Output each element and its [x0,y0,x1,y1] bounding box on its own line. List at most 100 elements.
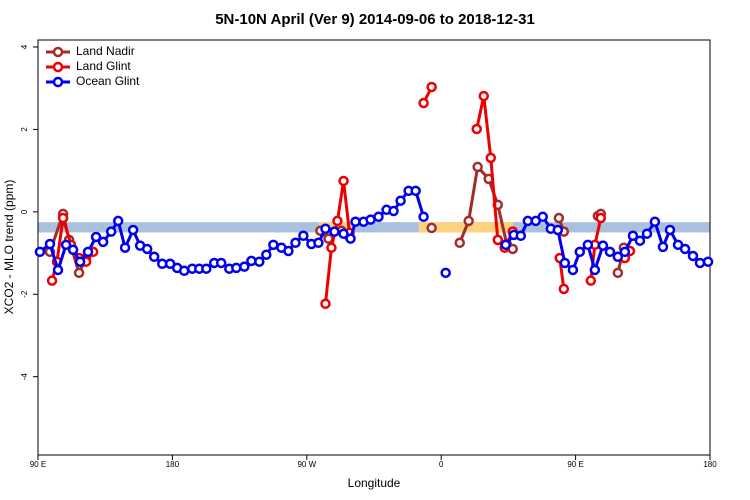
data-point [46,275,58,286]
data-point [585,275,597,286]
data-point [215,257,227,269]
data-point [73,267,85,279]
data-point [595,212,607,224]
data-point [178,265,190,277]
data-point [612,267,624,279]
y-tick-label: 0 [20,209,29,214]
y-axis-label: XCO2 - MLO trend (ppm) [2,180,16,315]
data-point [141,243,153,255]
data-point [679,243,691,255]
data-point [604,246,616,258]
data-point [582,239,594,251]
data-point [612,251,624,263]
legend-label: Ocean Glint [76,74,140,88]
data-point [426,222,437,234]
data-point [597,240,609,251]
data-point [463,215,474,227]
legend-marker [52,76,64,88]
data-point [345,233,356,244]
data-point [426,81,437,93]
data-point [649,216,661,227]
data-point [559,257,571,269]
x-tick-label: 180 [703,460,717,469]
legend-marker [52,61,64,73]
data-point [148,251,160,263]
data-point [702,256,714,267]
data-point [388,205,399,217]
data-point [478,90,490,102]
data-point [558,283,570,295]
y-tick-label: -4 [20,373,29,381]
data-point [574,246,586,258]
data-point [418,211,429,223]
data-point [57,212,69,224]
y-tick-label: 4 [20,44,29,49]
data-point [320,298,331,310]
data-point [74,256,86,267]
data-point [254,256,265,267]
y-tick-label: 2 [20,127,29,132]
legend-marker [52,46,64,58]
legend-label: Land Glint [76,59,131,73]
data-point [454,237,465,249]
data-point [320,223,331,234]
data-point [515,230,527,242]
data-point [627,230,639,242]
data-point [127,224,139,236]
data-point [34,246,46,258]
data-point [537,211,548,223]
x-axis-label: Longitude [348,476,401,490]
data-point [298,230,309,242]
data-point [44,238,56,250]
data-point [589,264,601,276]
data-point [60,239,72,251]
data-point [395,195,406,206]
data-point [52,264,64,276]
data-point [440,267,451,279]
data-point [500,239,511,251]
data-point [97,236,109,248]
data-point [201,263,212,274]
data-point [261,249,272,260]
legend-label: Land Nadir [76,44,135,58]
x-tick-label: 90 W [297,460,316,469]
data-point [283,245,294,257]
data-point [694,257,706,269]
data-point [67,244,79,256]
data-point [350,216,361,227]
data-point [553,212,565,224]
y-tick-label: -2 [20,290,29,298]
data-point [418,97,429,109]
data-point [90,231,102,243]
data-point [687,250,699,262]
data-point [119,242,131,253]
data-point [338,175,349,187]
data-point [641,228,653,239]
data-point [313,237,324,249]
data-point [112,215,124,227]
data-point [105,226,117,237]
data-point [326,242,337,253]
data-point [619,246,631,258]
series-line [50,86,632,304]
data-point [231,262,242,274]
x-tick-label: 180 [166,460,180,469]
data-point [634,235,646,246]
data-point [485,152,497,164]
x-tick-label: 0 [439,460,444,469]
data-point [338,228,349,239]
data-point [290,237,301,249]
chart-title: 5N-10N April (Ver 9) 2014-09-06 to 2018-… [215,11,535,28]
data-point [82,246,94,258]
data-point [552,224,564,236]
data-point [329,226,340,237]
x-tick-label: 90 E [30,460,46,469]
data-point [472,161,483,173]
data-point [471,123,482,135]
data-point [567,264,579,276]
x-tick-label: 90 E [567,460,583,469]
data-point [268,239,279,251]
data-point [664,224,676,236]
data-point [373,211,384,223]
